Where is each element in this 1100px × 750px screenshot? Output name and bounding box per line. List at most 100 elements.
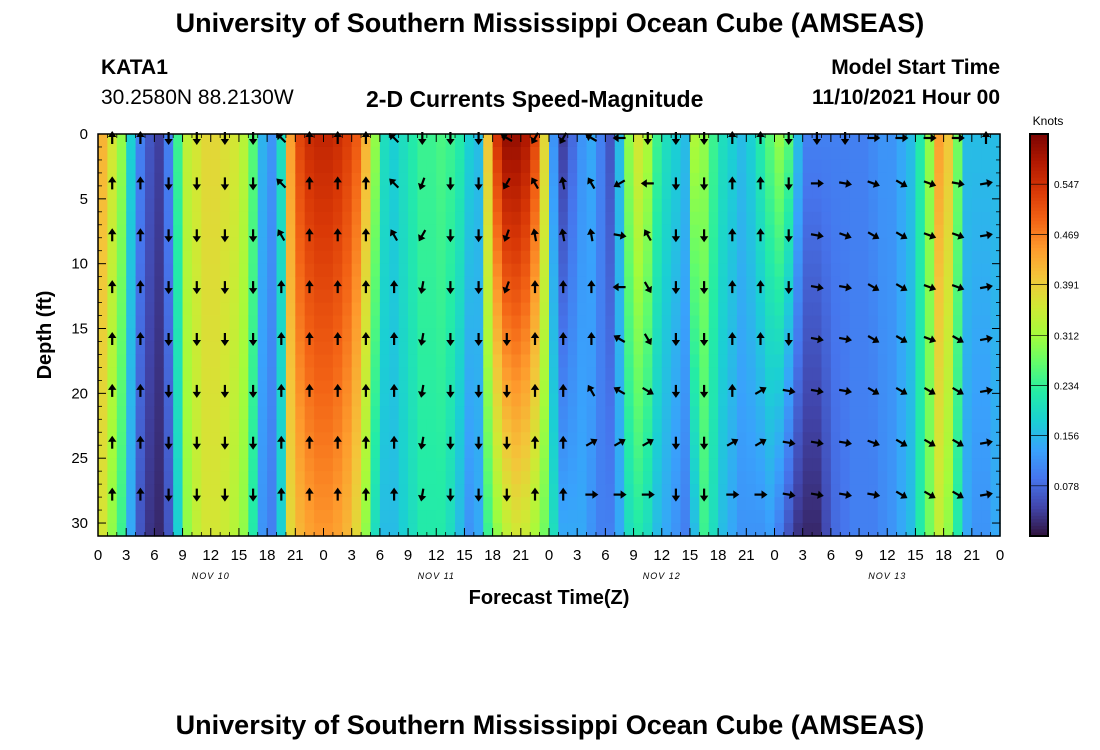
arrow-head bbox=[644, 285, 652, 294]
current-vector-arrow bbox=[418, 177, 426, 190]
heat-cell bbox=[351, 497, 362, 511]
heat-cell bbox=[915, 354, 926, 369]
heat-cell bbox=[182, 484, 193, 498]
heat-cell bbox=[295, 380, 306, 394]
heat-cell bbox=[859, 302, 870, 317]
arrow-head bbox=[502, 391, 511, 398]
heat-cell bbox=[342, 484, 353, 498]
colorbar-segment bbox=[1030, 281, 1048, 286]
heat-cell bbox=[981, 224, 992, 239]
heat-cell bbox=[154, 185, 165, 200]
colorbar-segment bbox=[1030, 425, 1048, 430]
heat-cell bbox=[351, 198, 362, 213]
heat-cell bbox=[793, 341, 804, 356]
heat-cell bbox=[840, 445, 851, 459]
heat-cell bbox=[840, 432, 851, 446]
heat-cell bbox=[238, 276, 249, 291]
heat-cell bbox=[361, 289, 372, 304]
heat-cell bbox=[126, 224, 137, 239]
heat-cell bbox=[652, 380, 663, 394]
current-vector-arrow bbox=[164, 281, 173, 295]
heat-cell bbox=[877, 237, 888, 252]
heat-cell bbox=[520, 497, 531, 511]
current-vector-arrow bbox=[474, 333, 483, 346]
heat-cell bbox=[229, 159, 240, 174]
heat-cell bbox=[285, 315, 296, 330]
heat-cell bbox=[774, 134, 785, 148]
y-tick-label: 25 bbox=[71, 450, 88, 467]
heat-cell bbox=[605, 302, 616, 317]
heat-cell bbox=[708, 211, 719, 226]
heat-cell bbox=[915, 341, 926, 356]
current-vector-arrow bbox=[979, 230, 993, 240]
heat-cell bbox=[924, 458, 935, 472]
colorbar-segment bbox=[1030, 257, 1048, 262]
current-vector-arrow bbox=[754, 490, 768, 499]
heat-cell bbox=[633, 276, 644, 291]
heat-cell bbox=[464, 380, 475, 394]
heat-cell bbox=[238, 471, 249, 485]
heat-cell bbox=[144, 250, 155, 265]
heat-cell bbox=[154, 406, 165, 420]
heat-cell bbox=[238, 263, 249, 278]
heat-cell bbox=[736, 185, 747, 200]
heat-cell bbox=[511, 172, 522, 187]
heat-cell bbox=[220, 367, 231, 381]
current-vector-arrow bbox=[839, 335, 852, 344]
heat-cell bbox=[689, 146, 700, 161]
heat-cell bbox=[210, 159, 221, 174]
heat-cell bbox=[126, 289, 137, 304]
current-vector-arrow bbox=[333, 487, 342, 501]
heat-cell bbox=[492, 172, 503, 187]
heat-cell bbox=[642, 406, 653, 420]
heat-cell bbox=[887, 315, 898, 330]
heat-cell bbox=[793, 185, 804, 200]
heat-cell bbox=[708, 302, 719, 317]
heat-cell bbox=[849, 484, 860, 498]
heat-cell bbox=[642, 276, 653, 291]
heat-cell bbox=[398, 419, 409, 433]
heat-cell bbox=[135, 354, 146, 369]
heat-cell bbox=[389, 445, 400, 459]
heat-cell bbox=[661, 367, 672, 381]
heat-cell bbox=[426, 497, 437, 511]
arrow-head bbox=[530, 435, 540, 442]
current-vector-arrow bbox=[728, 280, 737, 294]
heat-cell bbox=[398, 211, 409, 226]
heat-cell bbox=[924, 406, 935, 420]
heat-cell bbox=[483, 354, 494, 369]
heat-cell bbox=[567, 432, 578, 446]
heat-cell bbox=[971, 185, 982, 200]
heat-cell bbox=[793, 458, 804, 472]
heat-cell bbox=[483, 211, 494, 226]
heat-cell bbox=[191, 263, 202, 278]
heat-cell bbox=[953, 276, 964, 291]
heat-cell bbox=[445, 315, 456, 330]
arrow-head bbox=[389, 487, 399, 494]
heat-cell bbox=[689, 380, 700, 394]
heat-cell bbox=[586, 302, 597, 317]
heat-cell bbox=[661, 380, 672, 394]
current-vector-arrow bbox=[839, 179, 852, 188]
heat-cell bbox=[671, 354, 682, 369]
heat-cell bbox=[736, 146, 747, 161]
heat-cell bbox=[116, 250, 127, 265]
heat-cell bbox=[530, 159, 541, 174]
heat-cell bbox=[802, 523, 813, 537]
heat-cell bbox=[661, 185, 672, 200]
arrow-head bbox=[957, 231, 965, 240]
heat-cell bbox=[426, 380, 437, 394]
current-vector-arrow bbox=[952, 386, 964, 396]
heat-cell bbox=[990, 315, 1001, 330]
heat-cell bbox=[342, 354, 353, 369]
heat-cell bbox=[887, 419, 898, 433]
heat-cell bbox=[859, 224, 870, 239]
heat-cell bbox=[445, 458, 456, 472]
heat-cell bbox=[577, 471, 588, 485]
arrow-head bbox=[277, 280, 286, 287]
arrow-head bbox=[446, 495, 455, 502]
heat-cell bbox=[173, 393, 184, 407]
heat-cell bbox=[624, 393, 635, 407]
heat-cell bbox=[229, 419, 240, 433]
arrow-head bbox=[817, 490, 824, 499]
